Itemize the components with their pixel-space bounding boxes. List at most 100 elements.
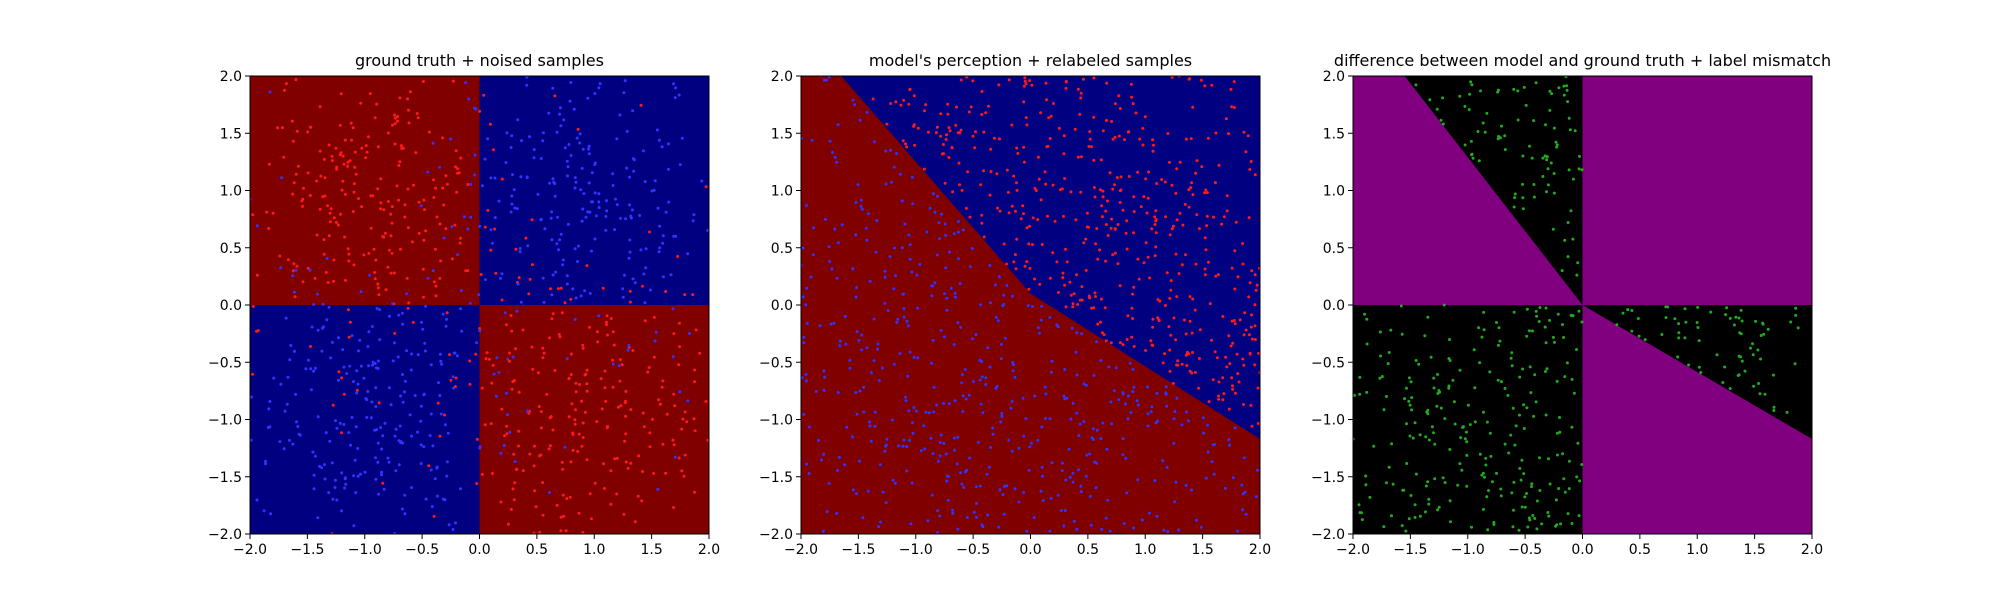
panel-2-point xyxy=(1155,392,1159,395)
panel-1-point xyxy=(390,221,394,225)
panel-1-point xyxy=(576,244,580,248)
panel-2-point xyxy=(1132,385,1136,389)
panel-2-point xyxy=(927,411,931,415)
panel-1-point xyxy=(559,124,563,128)
panel-2-point xyxy=(1031,216,1035,220)
panel-1-point xyxy=(660,385,664,389)
panel-2-point xyxy=(1051,102,1055,105)
panel-3-point xyxy=(1557,487,1561,490)
panel-2-point xyxy=(986,513,990,517)
panel-1-point xyxy=(368,273,372,277)
panel-2-point xyxy=(1057,126,1061,130)
panel-1-point xyxy=(667,142,670,146)
panel-3-point xyxy=(1772,405,1776,409)
panel-1-point xyxy=(664,471,668,475)
panel-1-point xyxy=(400,147,404,150)
panel-2-point xyxy=(1168,233,1172,237)
panel-3-point xyxy=(1535,499,1539,503)
panel-1-point xyxy=(628,250,632,254)
panel-1-point xyxy=(704,400,708,403)
panel-1-point xyxy=(611,184,615,187)
panel-2-point xyxy=(883,269,887,273)
panel-2-point xyxy=(879,520,883,524)
panel-1-point xyxy=(292,290,296,294)
panel-1-point xyxy=(453,223,457,227)
panel-1-point xyxy=(436,401,440,405)
panel-2-point xyxy=(884,443,888,447)
panel-2-point xyxy=(1118,284,1122,288)
panel-1-point xyxy=(677,321,681,325)
panel-1-point xyxy=(278,254,282,258)
panel-1-point xyxy=(356,382,360,386)
panel-2-point xyxy=(998,209,1002,213)
panel-1-point xyxy=(526,244,530,248)
panel-1-point xyxy=(376,286,380,290)
panel-2-point xyxy=(858,389,862,393)
panel-2-point xyxy=(1118,341,1122,345)
panel-1-point xyxy=(510,194,514,198)
panel-1-point xyxy=(613,457,617,461)
panel-1-point xyxy=(629,461,633,465)
panel-1-point xyxy=(566,174,569,178)
panel-3-point xyxy=(1512,87,1516,91)
panel-2-point xyxy=(1080,285,1084,289)
panel-1-point xyxy=(672,443,676,447)
panel-3-point xyxy=(1734,315,1738,319)
panel-2-point xyxy=(928,206,932,210)
panel-1-point xyxy=(693,368,697,372)
panel-3-point xyxy=(1442,303,1446,307)
panel-2-point xyxy=(1169,333,1173,337)
panel-2-point xyxy=(953,399,957,403)
panel-1-point xyxy=(628,300,632,304)
panel-1-point xyxy=(577,511,581,515)
panel-1-point xyxy=(460,329,464,333)
panel-1-point xyxy=(700,179,704,183)
panel-2-point xyxy=(1206,450,1210,454)
panel-2-point xyxy=(1065,396,1069,400)
panel-1-point xyxy=(587,152,591,156)
panel-2-point xyxy=(931,284,935,288)
panel-1-point xyxy=(386,200,390,203)
panel-2-point xyxy=(858,459,861,463)
panel-2-point xyxy=(855,412,859,416)
panel-1-point xyxy=(639,248,643,252)
panel-1-point xyxy=(405,292,409,296)
panel-1-point xyxy=(582,192,586,196)
panel-3-point xyxy=(1555,145,1559,149)
panel-2-point xyxy=(1033,277,1037,281)
panel-1-point xyxy=(500,177,504,181)
panel-2-point xyxy=(1161,459,1165,463)
panel-1-point xyxy=(351,126,355,130)
panel-1-point xyxy=(517,390,521,394)
panel-1-point xyxy=(553,194,557,198)
panel-3-point xyxy=(1512,310,1516,314)
panel-3-point xyxy=(1507,451,1511,455)
panel-1-point xyxy=(623,273,626,277)
panel-1-point xyxy=(576,127,580,131)
panel-2-ytick-label: −0.5 xyxy=(759,355,793,371)
panel-2-point xyxy=(892,362,896,366)
panel-1-point xyxy=(445,317,449,321)
panel-2-point xyxy=(1242,333,1246,337)
panel-1-point xyxy=(466,269,470,273)
panel-1-point xyxy=(268,400,272,403)
panel-1-xtick-label: 0.0 xyxy=(468,542,490,558)
panel-2-point xyxy=(1199,78,1203,82)
panel-1-point xyxy=(362,253,366,257)
panel-2-point xyxy=(1231,387,1235,391)
panel-1-point xyxy=(474,352,478,356)
panel-3-point xyxy=(1477,326,1481,330)
panel-2-point xyxy=(905,469,909,473)
panel-2-point xyxy=(1021,396,1025,400)
panel-1-point xyxy=(304,367,308,371)
panel-2-point xyxy=(1116,262,1120,266)
panel-2-point xyxy=(1071,401,1075,405)
panel-1-point xyxy=(357,349,360,353)
panel-2-point xyxy=(1174,252,1178,256)
panel-2-point xyxy=(873,410,877,414)
panel-3-point xyxy=(1547,514,1551,518)
panel-2-point xyxy=(1136,257,1140,261)
panel-1-point xyxy=(435,215,439,219)
panel-2-point xyxy=(1232,80,1236,84)
panel-2-point xyxy=(1136,170,1140,174)
